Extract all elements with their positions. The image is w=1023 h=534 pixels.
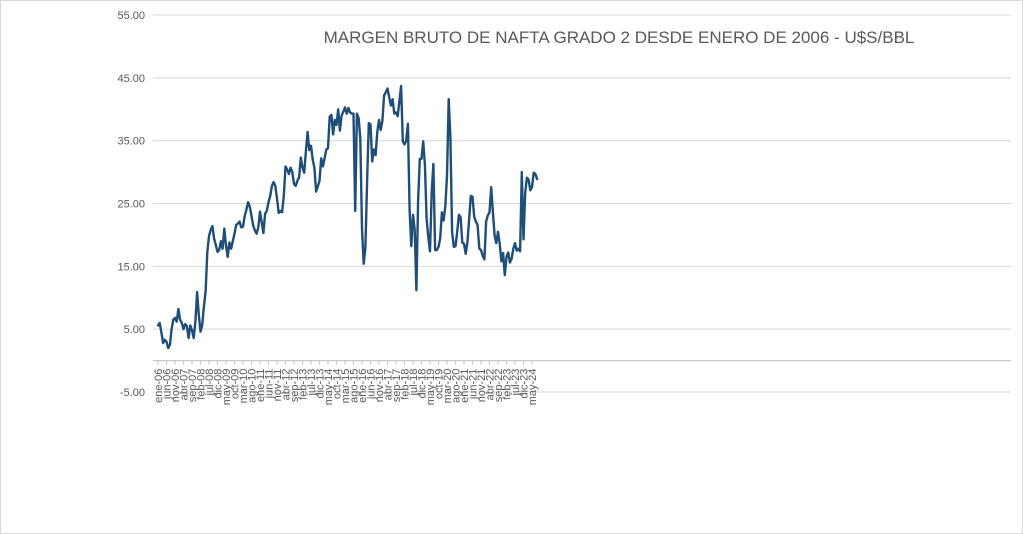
x-tick-label: feb-13 xyxy=(298,369,310,400)
x-tick-label: ago-20 xyxy=(451,369,463,403)
chart-title: MARGEN BRUTO DE NAFTA GRADO 2 DESDE ENER… xyxy=(324,28,915,47)
x-tick-label: dic-13 xyxy=(315,369,327,399)
x-tick-label: sep-12 xyxy=(289,369,301,403)
x-tick-label: feb-23 xyxy=(502,369,514,400)
x-tick-label: nov-21 xyxy=(476,369,488,403)
x-tick-label: sep-17 xyxy=(391,369,403,403)
x-tick-label: jul-13 xyxy=(306,369,318,397)
x-tick-label: sep-22 xyxy=(493,369,505,403)
x-tick-label: may-09 xyxy=(221,369,233,406)
x-tick-label: oct-14 xyxy=(332,369,344,400)
series-layer xyxy=(156,84,539,350)
x-tick-label: jul-08 xyxy=(204,369,216,397)
x-tick-label: mar-15 xyxy=(340,369,352,404)
x-tick-label: jun-16 xyxy=(366,369,378,401)
y-tick-label: 15.00 xyxy=(117,261,145,273)
x-tick-label: nov-11 xyxy=(272,369,284,402)
x-tick-label: jun-21 xyxy=(468,369,480,401)
x-tick-label: abr-12 xyxy=(281,369,293,401)
x-tick-label: dic-08 xyxy=(213,369,225,399)
x-tick-label: abr-22 xyxy=(485,369,497,401)
x-tick-label: ene-11 xyxy=(255,369,267,402)
x-tick-label: feb-08 xyxy=(196,369,208,400)
y-tick-label: 55.00 xyxy=(117,10,145,22)
x-tick-label: may-24 xyxy=(527,369,539,406)
x-tick-label: feb-18 xyxy=(400,369,412,400)
x-tick-label: ene-16 xyxy=(357,369,369,403)
x-tick-label: may-14 xyxy=(323,369,335,406)
x-tick-label: sep-07 xyxy=(187,369,199,403)
x-tick-label: jul-18 xyxy=(408,369,420,397)
x-tick-label: nov-06 xyxy=(170,369,182,403)
gridlines xyxy=(153,14,1011,393)
y-tick-label: 25.00 xyxy=(117,199,145,211)
y-axis-tick-labels: 55.00 45.00 35.00 25.00 15.00 5.00 -5.00 xyxy=(117,10,145,399)
y-tick-label: 35.00 xyxy=(117,136,145,148)
y-tick-label: 5.00 xyxy=(124,324,145,336)
x-tick-label: abr-07 xyxy=(179,369,191,401)
y-tick-label: 45.00 xyxy=(117,73,145,85)
x-tick-label: ago-10 xyxy=(247,369,259,403)
x-tick-label: mar-10 xyxy=(238,369,250,404)
y-tick-label: -5.00 xyxy=(120,387,145,399)
x-tick-label: mar-20 xyxy=(442,369,454,404)
series-line-margen-bruto xyxy=(156,84,539,350)
x-tick-label: abr-17 xyxy=(383,369,395,401)
x-tick-label: may-19 xyxy=(425,369,437,406)
x-tick-label: oct-19 xyxy=(434,369,446,400)
x-tick-label: nov-16 xyxy=(374,369,386,403)
x-tick-label: jun-06 xyxy=(162,369,174,401)
x-tick-label: ene-06 xyxy=(153,369,165,403)
x-tick-label: jul-23 xyxy=(510,369,522,397)
x-tick-label: ene-21 xyxy=(459,369,471,403)
x-tick-label: jun-11 xyxy=(264,369,276,400)
x-tick-label: dic-18 xyxy=(417,369,429,399)
x-tick-label: dic-23 xyxy=(519,369,531,399)
x-tick-label: oct-09 xyxy=(230,369,242,400)
x-tick-label: ago-15 xyxy=(349,369,361,403)
x-axis-tick-labels: ene-06jun-06nov-06abr-07sep-07feb-08jul-… xyxy=(153,360,539,406)
